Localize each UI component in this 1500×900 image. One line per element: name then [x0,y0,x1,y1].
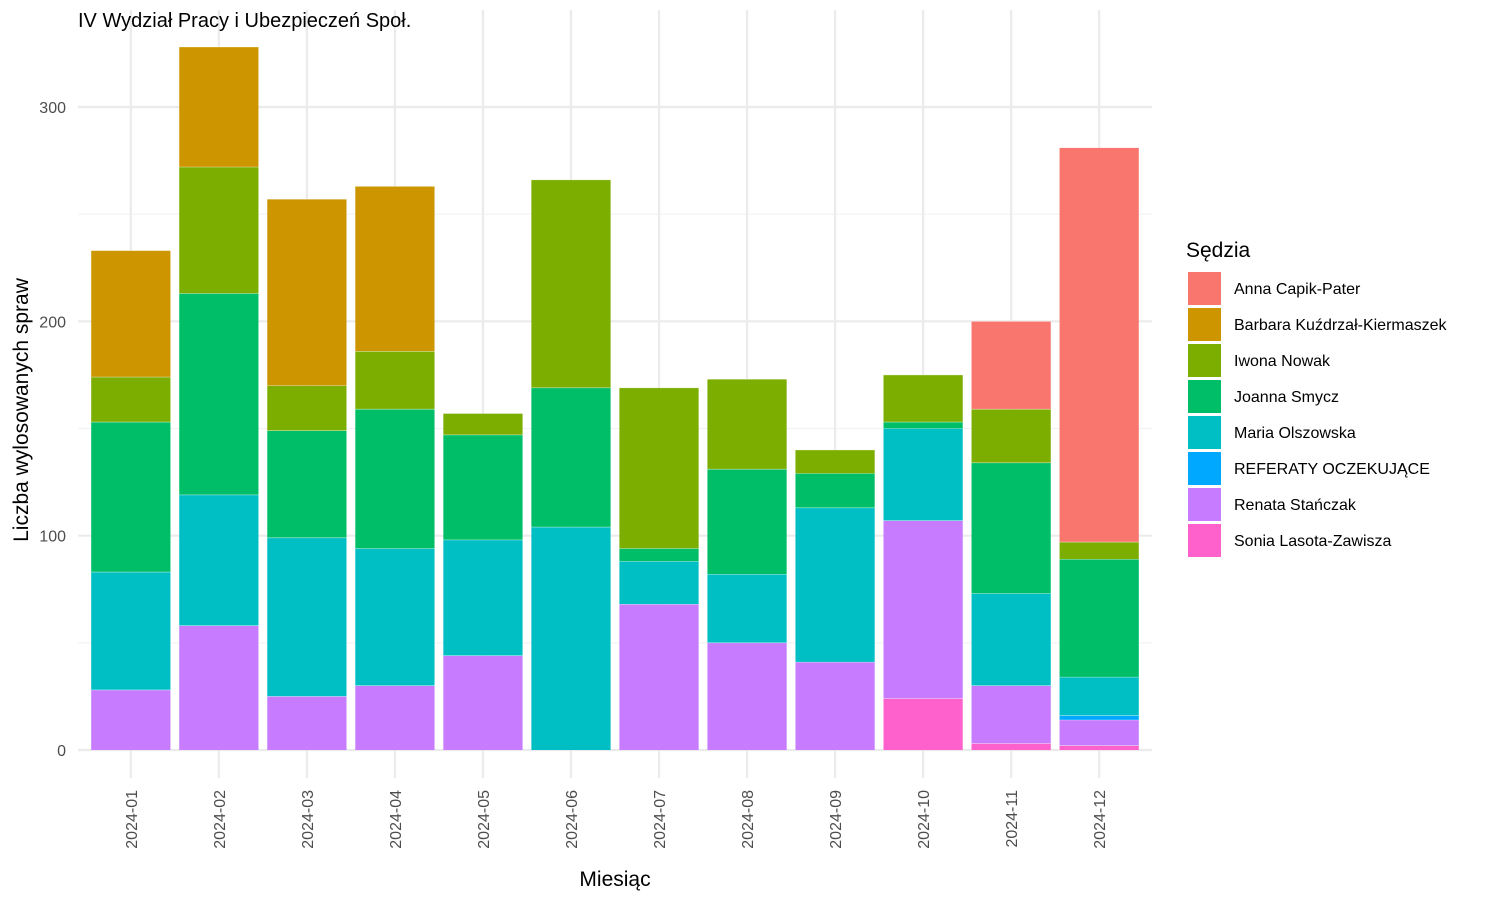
bar-segment [179,293,259,495]
legend-swatch [1188,488,1221,521]
bar-segment [971,409,1051,463]
legend-items: Anna Capik-Pater Barbara Kuźdrzał-Kiermas… [1188,272,1448,557]
bar-segment [267,430,347,538]
bar-segment [795,662,875,750]
bar-segment [267,696,347,750]
bar-segment [531,527,611,750]
y-axis-title: Liczba wylosowanych spraw [10,277,33,542]
bar-segment [707,642,787,750]
x-tick-label: 2024-08 [740,790,757,849]
y-tick-label: 100 [39,529,66,546]
x-tick-label: 2024-04 [388,790,405,849]
x-tick-label: 2024-06 [564,790,581,849]
x-tick-label: 2024-07 [652,790,669,849]
x-tick-label: 2024-12 [1092,790,1109,849]
y-tick-label: 0 [57,743,66,760]
bar-segment [971,685,1051,744]
y-tick-label: 200 [39,314,66,331]
bar-segment [531,387,611,528]
legend-label: Barbara Kuźdrzał-Kiermaszek [1234,317,1448,334]
legend-swatch [1188,452,1221,485]
x-tick-label: 2024-11 [1004,790,1021,848]
bar-segment [971,593,1051,686]
legend-label: Maria Olszowska [1234,425,1356,442]
bar-segment [91,377,171,423]
bar-segment [795,449,875,474]
legend-swatch [1188,344,1221,377]
bar-segment [179,167,259,294]
bar-segment [883,422,963,429]
x-tick-label: 2024-10 [916,790,933,849]
bar-segment [1059,715,1139,720]
legend-swatch [1188,524,1221,557]
legend-swatch [1188,416,1221,449]
legend: Sędzia Anna Capik-Pater Barbara Kuźdrzał-… [1186,239,1448,557]
legend-swatch [1188,380,1221,413]
bar-segment [355,548,435,686]
bar-segment [971,462,1051,594]
bar-segment [1059,559,1139,678]
bar-segment [1059,745,1139,750]
bar-segment [1059,719,1139,746]
legend-label: Sonia Lasota-Zawisza [1234,533,1392,550]
chart-title: IV Wydział Pracy i Ubezpieczeń Społ. [78,10,411,32]
bar-segment [267,199,347,386]
bar-segment [267,537,347,697]
legend-title: Sędzia [1186,239,1251,262]
x-tick-label: 2024-05 [476,790,493,849]
bar-segment [619,561,699,605]
bar-segment [355,351,435,410]
legend-label: Renata Stańczak [1234,497,1357,514]
bar-segment [267,385,347,431]
bar-segment [179,46,259,168]
legend-swatch [1188,272,1221,305]
bar-segment [179,625,259,750]
x-axis-ticks: 2024-01 2024-02 2024-03 2024-04 2024-05 2024-… [124,790,1109,849]
bar-segment [883,428,963,521]
bar-segment [443,539,523,656]
bar-segment [443,413,523,435]
bar-segment [443,434,523,540]
bar-segment [971,321,1051,410]
bar-segment [355,409,435,549]
bar-segment [91,689,171,750]
legend-label: Joanna Smycz [1234,389,1339,406]
bar-segment [355,685,435,750]
bar-segment [443,655,523,750]
x-tick-label: 2024-01 [124,790,141,849]
bar-segment [1059,677,1139,716]
bar-segment [707,469,787,575]
bar-segment [883,520,963,699]
bar-segment [531,179,611,388]
bar-segment [619,387,699,549]
x-tick-label: 2024-02 [212,790,229,849]
bar-segment [1059,147,1139,543]
bar-segment [795,473,875,508]
x-tick-label: 2024-03 [300,790,317,849]
legend-label: Iwona Nowak [1234,353,1331,370]
bar-segment [883,374,963,423]
legend-label: REFERATY OCZEKUJĄCE [1234,461,1430,478]
bars-layer [91,46,1139,750]
bar-segment [91,572,171,690]
bar-segment [1059,542,1139,560]
y-axis-ticks: 0 100 200 300 [39,100,66,760]
legend-label: Anna Capik-Pater [1234,281,1361,298]
bar-segment [707,379,787,470]
bar-segment [883,698,963,750]
bar-segment [619,604,699,750]
bar-segment [355,186,435,352]
bar-segment [91,422,171,573]
x-tick-label: 2024-09 [828,790,845,849]
legend-swatch [1188,308,1221,341]
bar-segment [91,250,171,378]
bar-segment [795,507,875,663]
bar-segment [179,494,259,626]
x-axis-title: Miesiąc [579,868,650,891]
bar-segment [707,574,787,643]
y-tick-label: 300 [39,100,66,117]
bar-segment [619,548,699,562]
bar-segment [971,743,1051,750]
